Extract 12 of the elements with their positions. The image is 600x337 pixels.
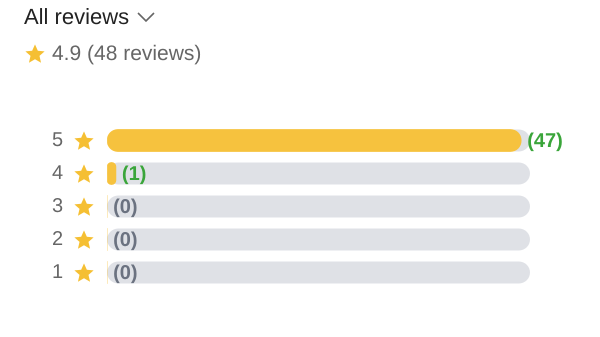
- y-tick-label: 1: [52, 261, 64, 284]
- data-label: (0): [113, 196, 138, 218]
- y-tick-label: 5: [52, 129, 64, 152]
- data-label: (47): [527, 130, 563, 152]
- y-tick-label: 3: [52, 195, 64, 218]
- data-label: (1): [122, 163, 146, 186]
- data-label: (0): [113, 229, 138, 252]
- chart-title: All reviews: [24, 4, 130, 30]
- chart-subtitle: 4.9 (48 reviews): [52, 42, 202, 66]
- y-tick-label: 4: [52, 162, 64, 184]
- data-label: (0): [113, 262, 138, 284]
- y-tick-label: 2: [52, 228, 64, 250]
